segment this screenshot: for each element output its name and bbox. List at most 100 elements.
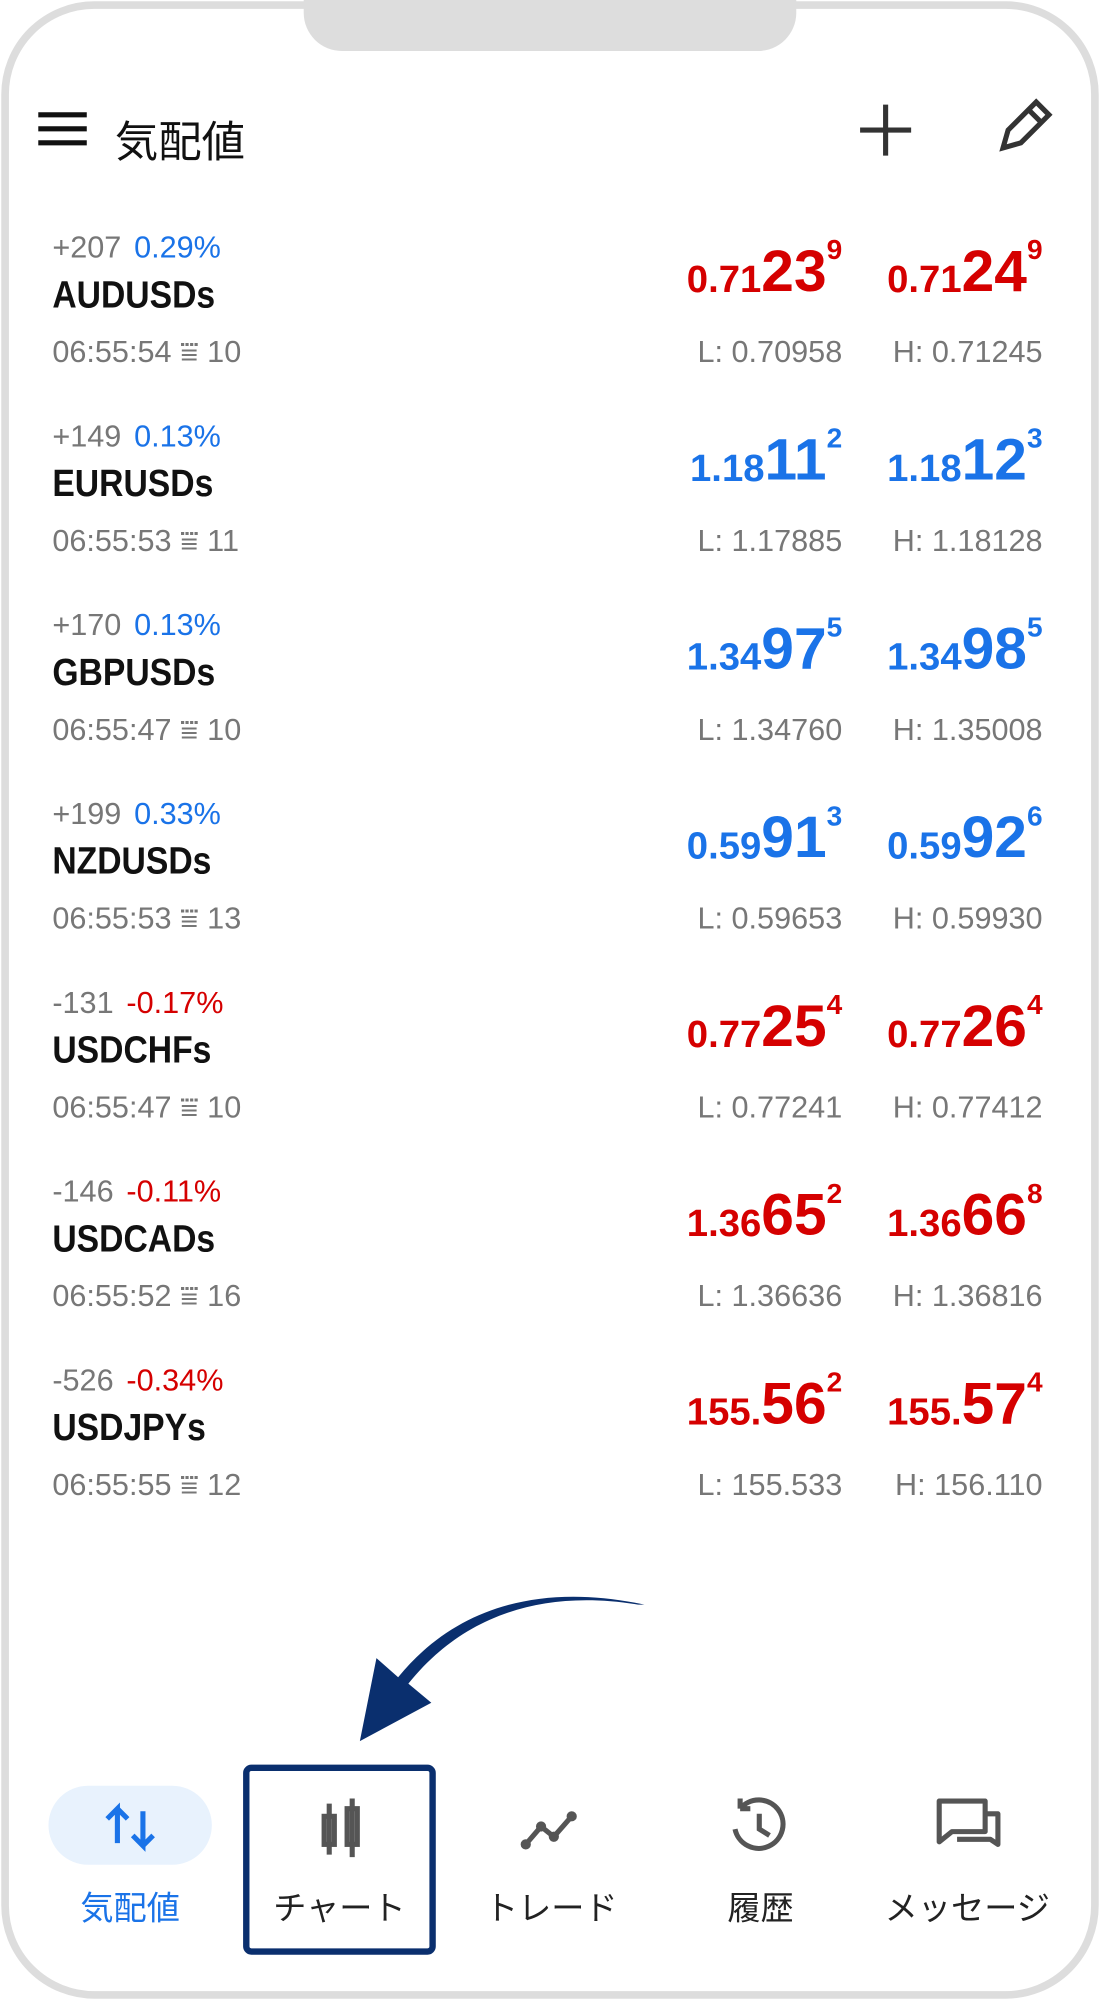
price-fraction: 6 (1026, 799, 1043, 832)
nav-tab[interactable]: メッセージ (884, 1889, 1050, 1928)
time: 06:55:53 (52, 901, 172, 937)
ask-price: 1.34 98 5 (887, 611, 1042, 683)
low-price: L: 155.533 (697, 1468, 843, 1503)
price-pips: 25 (761, 992, 827, 1059)
change-points: -146 (52, 1174, 114, 1210)
change-points: -526 (52, 1363, 114, 1398)
low-price: L: 0.59653 (697, 901, 843, 937)
spread-icon: ⩸ (171, 1279, 208, 1314)
ask-price: 0.77 26 4 (887, 988, 1043, 1060)
symbol-row[interactable]: -131 -0.17% USDCHFs 06:55:47 ⩸ 10 0.77 25 4 0.7… (0, 978, 1100, 1157)
symbol-row[interactable]: -526 -0.34% USDJPYs 06:55:55 ⩸ 12 155. 56 2 155… (0, 1356, 1100, 1535)
time-line: 06:55:53 ⩸ 13 (52, 902, 241, 938)
time: 06:55:47 (52, 713, 172, 748)
price-fraction: 4 (1026, 1366, 1043, 1398)
symbol-row[interactable]: -146 -0.11% USDCADs 06:55:52 ⩸ 16 1.36 65 2 1.3… (0, 1167, 1100, 1346)
symbol-name: USDCADs (52, 1218, 216, 1261)
spread: 13 (207, 901, 242, 937)
high-price: H: 1.18128 (892, 524, 1043, 559)
change-line: -131 -0.17% (52, 986, 223, 1022)
change-percent: -0.17% (126, 985, 224, 1021)
bid-price: 0.77 25 4 (687, 989, 842, 1060)
change-percent: 0.29% (134, 230, 221, 266)
ask-price: 0.59 92 6 (887, 799, 1043, 871)
symbol-row[interactable]: +170 0.13% GBPUSDs 06:55:47 ⩸ 10 1.34 97 5 1.34… (0, 601, 1100, 780)
price-prefix: 0.71 (686, 258, 762, 302)
spread-icon: ⩸ (171, 1090, 208, 1125)
time-line: 06:55:55 ⩸ 12 (52, 1468, 241, 1504)
bid-price: 0.71 23 9 (686, 233, 843, 305)
nav-tab[interactable]: トレード (484, 1889, 618, 1928)
change-line: -526 -0.34% (52, 1364, 223, 1400)
time: 06:55:53 (52, 524, 172, 559)
symbol-name: NZDUSDs (52, 840, 212, 883)
change-percent: -0.34% (126, 1363, 224, 1398)
price-pips: 91 (761, 803, 827, 870)
low-price: L: 1.17885 (697, 524, 843, 559)
spread: 16 (207, 1279, 242, 1314)
price-fraction: 9 (826, 233, 843, 266)
ask-price: 155. 57 4 (887, 1366, 1043, 1438)
symbol-row[interactable]: +199 0.33% NZDUSDs 06:55:53 ⩸ 13 0.59 91 3 0.59… (0, 790, 1100, 969)
price-fraction: 8 (1026, 1177, 1043, 1210)
symbol-row[interactable]: +207 0.29% AUDUSDs 06:55:54 ⩸ 10 0.71 23 9 0.71… (0, 223, 1100, 402)
nav-tab[interactable]: 履歴 (727, 1889, 794, 1928)
time: 06:55:55 (52, 1468, 172, 1503)
symbol-row[interactable]: +149 0.13% EURUSDs 06:55:53 ⩸ 11 1.18 11 2 1.18… (0, 412, 1100, 591)
time-line: 06:55:53 ⩸ 11 (52, 524, 239, 560)
price-prefix: 1.36 (686, 1202, 762, 1245)
symbol-name: USDCHFs (52, 1029, 212, 1072)
price-prefix: 1.18 (690, 447, 765, 490)
bid-price: 155. 56 2 (687, 1366, 843, 1438)
price-prefix: 0.59 (887, 825, 962, 868)
price-prefix: 1.36 (887, 1202, 962, 1245)
low-price: L: 1.34760 (697, 713, 843, 748)
price-pips: 26 (961, 992, 1027, 1059)
price-fraction: 4 (1026, 988, 1043, 1021)
price-fraction: 2 (826, 1366, 843, 1398)
change-points: +170 (52, 608, 122, 643)
spread-icon: ⩸ (171, 901, 208, 937)
price-prefix: 0.77 (887, 1014, 962, 1057)
change-points: +207 (52, 230, 122, 266)
price-pips: 66 (961, 1181, 1027, 1248)
high-price: H: 156.110 (895, 1468, 1043, 1503)
price-prefix: 0.59 (686, 825, 762, 868)
price-prefix: 155. (887, 1391, 962, 1434)
price-pips: 98 (961, 614, 1027, 682)
symbol-name: USDJPYs (52, 1406, 206, 1449)
price-pips: 57 (961, 1369, 1027, 1437)
change-percent: 0.33% (134, 797, 221, 832)
price-prefix: 1.34 (887, 636, 962, 679)
price-prefix: 0.71 (887, 258, 962, 302)
price-fraction: 2 (826, 1177, 843, 1210)
price-fraction: 3 (1026, 422, 1043, 455)
time: 06:55:54 (52, 335, 172, 370)
change-line: +207 0.29% (52, 231, 221, 267)
change-percent: 0.13% (134, 608, 221, 643)
spread: 10 (207, 1090, 242, 1125)
time-line: 06:55:47 ⩸ 10 (52, 713, 241, 749)
nav-tab[interactable]: チャート (273, 1889, 406, 1928)
time: 06:55:47 (52, 1090, 172, 1125)
spread: 11 (207, 524, 239, 559)
symbol-name: GBPUSDs (52, 651, 216, 694)
time: 06:55:52 (52, 1279, 172, 1314)
price-pips: 11 (764, 426, 827, 493)
change-points: +199 (52, 797, 122, 832)
time-line: 06:55:52 ⩸ 16 (52, 1279, 241, 1315)
ask-price: 0.71 24 9 (887, 233, 1042, 305)
spread: 10 (207, 335, 242, 370)
low-price: L: 0.70958 (697, 335, 843, 370)
change-line: +170 0.13% (52, 608, 221, 644)
high-price: H: 0.71245 (892, 335, 1043, 370)
price-fraction: 5 (826, 610, 843, 643)
nav-tab[interactable]: 気配値 (80, 1889, 180, 1928)
price-pips: 65 (761, 1181, 827, 1248)
high-price: H: 0.59930 (892, 901, 1043, 937)
change-line: -146 -0.11% (52, 1175, 221, 1211)
price-pips: 56 (761, 1369, 827, 1437)
